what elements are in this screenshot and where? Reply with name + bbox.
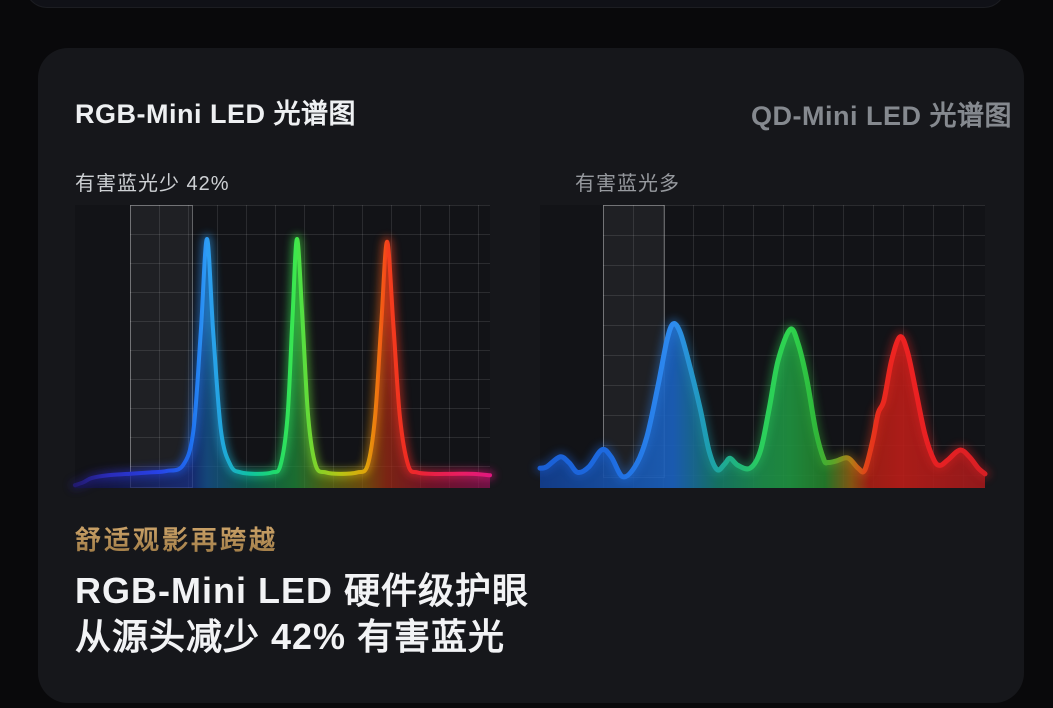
rgb-chart-annotation: 有害蓝光少 42% (75, 173, 230, 195)
spectrum-chart-rgb (70, 205, 495, 491)
previous-section-card (25, 0, 1006, 8)
blue-light-highlight-region (129, 205, 194, 488)
qd-spectrum-title: QD-Mini LED 光谱图 (751, 101, 1012, 131)
spectrum-chart-qd (534, 205, 991, 488)
spectrum-curve (70, 233, 495, 491)
headline-line-2: 从源头减少 42% 有害蓝光 (75, 616, 506, 657)
headline: RGB-Mini LED 硬件级护眼 从源头减少 42% 有害蓝光 (75, 568, 529, 660)
spectrum-comparison-card: RGB-Mini LED 光谱图 QD-Mini LED 光谱图 有害蓝光少 4… (38, 48, 1024, 703)
spectrum-curve (534, 318, 991, 488)
rgb-spectrum-title: RGB-Mini LED 光谱图 (75, 99, 356, 129)
tagline: 舒适观影再跨越 (75, 520, 278, 557)
qd-chart-annotation: 有害蓝光多 (575, 173, 680, 195)
headline-line-1: RGB-Mini LED 硬件级护眼 (75, 570, 529, 611)
